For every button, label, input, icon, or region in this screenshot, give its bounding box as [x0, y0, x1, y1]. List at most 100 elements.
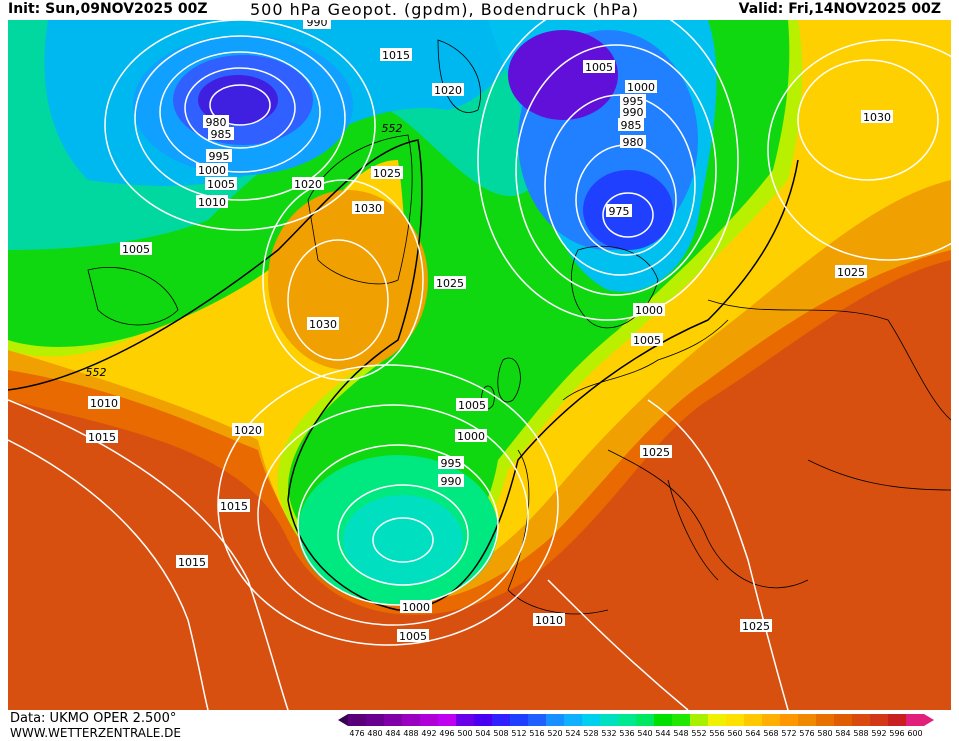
label-990a: 990 — [303, 20, 331, 29]
svg-text:1000: 1000 — [402, 601, 430, 614]
footer: Data: UKMO OPER 2.500° WWW.WETTERZENTRAL… — [0, 711, 959, 741]
scale-swatch-516 — [528, 714, 546, 726]
scale-swatch-548 — [672, 714, 690, 726]
svg-text:1025: 1025 — [837, 266, 865, 279]
svg-text:1020: 1020 — [434, 84, 462, 97]
init-time: Init: Sun,09NOV2025 00Z — [8, 1, 208, 17]
svg-text:552: 552 — [382, 122, 403, 135]
label-995c: 995 — [438, 456, 464, 470]
svg-text:1005: 1005 — [207, 178, 235, 191]
label-975: 975 — [606, 204, 632, 218]
svg-text:975: 975 — [609, 205, 630, 218]
scale-swatch-588 — [852, 714, 870, 726]
label-1015d: 1015 — [176, 555, 208, 569]
svg-text:995: 995 — [209, 150, 230, 163]
label-980b: 980 — [620, 135, 646, 149]
scale-label-576: 576 — [799, 729, 814, 738]
label-1030b: 1030 — [307, 317, 339, 331]
scale-swatch-600 — [906, 714, 924, 726]
label-1005f: 1005 — [397, 629, 429, 643]
label-990b: 990 — [620, 105, 646, 119]
svg-text:1000: 1000 — [627, 81, 655, 94]
scale-arrow-right — [924, 714, 934, 726]
label-1000c: 1000 — [633, 303, 665, 317]
svg-text:985: 985 — [211, 128, 232, 141]
label-1005b: 1005 — [205, 177, 237, 191]
scale-swatch-500 — [456, 714, 474, 726]
scale-label-528: 528 — [583, 729, 598, 738]
scale-swatch-532 — [600, 714, 618, 726]
label-1010a: 1010 — [196, 195, 228, 209]
label-1005c: 1005 — [120, 242, 152, 256]
header-bar: Init: Sun,09NOV2025 00Z 500 hPa Geopot. … — [0, 0, 959, 20]
scale-swatch-476 — [348, 714, 366, 726]
scale-label-492: 492 — [421, 729, 436, 738]
field-core-west — [198, 75, 278, 125]
scale-label-568: 568 — [763, 729, 778, 738]
scale-label-544: 544 — [655, 729, 670, 738]
weather-map: 990 1015 1020 1005 1000 995 980 985 995 … — [8, 20, 951, 710]
svg-text:995: 995 — [623, 95, 644, 108]
label-1015a: 1015 — [380, 48, 412, 62]
scale-label-480: 480 — [367, 729, 382, 738]
label-1020a: 1020 — [432, 83, 464, 97]
label-1030c: 1030 — [861, 110, 893, 124]
label-1010b: 1010 — [88, 396, 120, 410]
field-atlantic-low-core — [343, 495, 463, 585]
scale-label-584: 584 — [835, 729, 850, 738]
svg-text:1000: 1000 — [457, 430, 485, 443]
field-warm-south — [8, 260, 951, 710]
label-1015b: 1015 — [86, 430, 118, 444]
scale-label-488: 488 — [403, 729, 418, 738]
scale-swatch-556 — [708, 714, 726, 726]
scale-swatch-508 — [492, 714, 510, 726]
color-scale: 476 480 484 488 492 496 500 504 508 512 516 520 524 5… — [338, 714, 934, 738]
label-1020b: 1020 — [292, 177, 324, 191]
label-552b: 552 — [86, 366, 107, 379]
scale-label-560: 560 — [727, 729, 742, 738]
contour-552-line — [8, 139, 799, 611]
scale-swatch-580 — [816, 714, 834, 726]
scale-swatch-480 — [366, 714, 384, 726]
scale-label-600: 600 — [907, 729, 922, 738]
pressure-labels: 990 1015 1020 1005 1000 995 980 985 995 … — [86, 20, 893, 643]
label-980a: 980 — [203, 115, 229, 129]
scale-swatch-576 — [798, 714, 816, 726]
svg-text:1000: 1000 — [198, 164, 226, 177]
label-995b: 995 — [206, 149, 232, 163]
label-985a: 985 — [208, 127, 234, 141]
scale-label-508: 508 — [493, 729, 508, 738]
scale-label-552: 552 — [691, 729, 706, 738]
svg-text:1005: 1005 — [585, 61, 613, 74]
svg-text:1005: 1005 — [399, 630, 427, 643]
scale-swatch-560 — [726, 714, 744, 726]
scale-swatch-596 — [888, 714, 906, 726]
scale-swatch-536 — [618, 714, 636, 726]
field-purple-core-east — [508, 30, 618, 120]
svg-text:1010: 1010 — [198, 196, 226, 209]
scale-label-540: 540 — [637, 729, 652, 738]
scale-label-484: 484 — [385, 729, 400, 738]
scale-swatch-488 — [402, 714, 420, 726]
label-985b: 985 — [618, 118, 644, 132]
label-990c: 990 — [438, 474, 464, 488]
svg-text:1010: 1010 — [535, 614, 563, 627]
svg-text:552: 552 — [86, 366, 107, 379]
svg-text:985: 985 — [621, 119, 642, 132]
svg-text:1005: 1005 — [633, 334, 661, 347]
scale-swatch-528 — [582, 714, 600, 726]
svg-text:980: 980 — [623, 136, 644, 149]
scale-swatch-484 — [384, 714, 402, 726]
label-1005a: 1005 — [583, 60, 615, 74]
svg-text:990: 990 — [441, 475, 462, 488]
svg-text:1025: 1025 — [742, 620, 770, 633]
map-title: 500 hPa Geopot. (gpdm), Bodendruck (hPa) — [250, 0, 640, 19]
data-source: Data: UKMO OPER 2.500° — [10, 711, 177, 726]
field-greenland-ridge — [268, 190, 428, 370]
scale-label-564: 564 — [745, 729, 760, 738]
scale-label-588: 588 — [853, 729, 868, 738]
svg-text:1000: 1000 — [635, 304, 663, 317]
svg-text:1020: 1020 — [234, 424, 262, 437]
svg-text:1030: 1030 — [309, 318, 337, 331]
label-1025d: 1025 — [640, 445, 672, 459]
